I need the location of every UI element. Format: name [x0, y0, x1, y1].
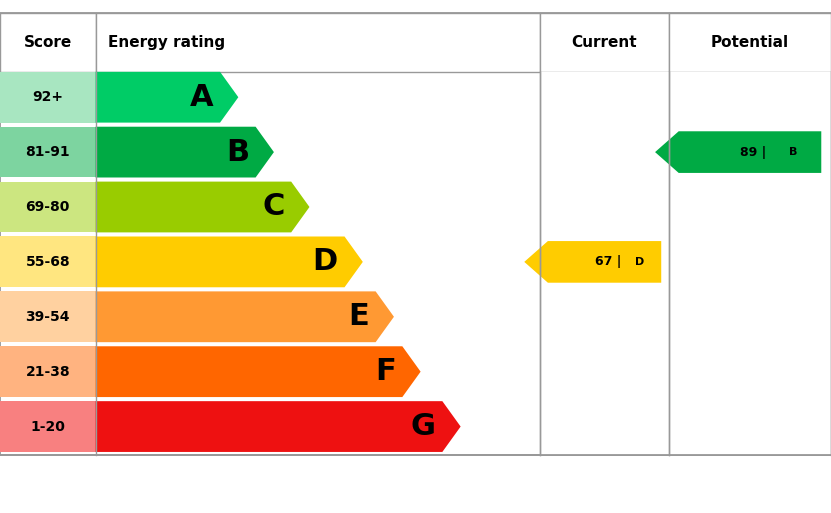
Bar: [0, 72, 96, 123]
Bar: [540, 13, 669, 72]
Text: 69-80: 69-80: [26, 200, 70, 214]
Text: D: D: [635, 257, 645, 267]
Bar: [0, 236, 96, 287]
Text: 89 |: 89 |: [740, 146, 767, 159]
Text: F: F: [375, 357, 396, 386]
Polygon shape: [96, 72, 238, 123]
Bar: [540, 72, 669, 455]
Bar: [0, 182, 96, 232]
Text: C: C: [262, 192, 284, 222]
Polygon shape: [655, 131, 821, 173]
Polygon shape: [96, 346, 420, 397]
Text: 21-38: 21-38: [26, 365, 70, 379]
Text: 1-20: 1-20: [31, 420, 65, 433]
Text: A: A: [189, 83, 214, 112]
Polygon shape: [96, 182, 309, 232]
Bar: [0, 127, 96, 177]
Polygon shape: [96, 291, 394, 342]
Bar: [96, 13, 540, 72]
Bar: [0, 13, 831, 455]
Text: 39-54: 39-54: [26, 310, 70, 324]
Text: 55-68: 55-68: [26, 255, 70, 269]
Bar: [0, 401, 96, 452]
Polygon shape: [524, 241, 661, 283]
Text: D: D: [312, 247, 338, 277]
Text: E: E: [348, 302, 369, 331]
Bar: [0, 291, 96, 342]
Text: Current: Current: [572, 35, 637, 50]
Text: Score: Score: [23, 35, 72, 50]
Bar: [669, 72, 831, 455]
Polygon shape: [96, 236, 363, 287]
Text: G: G: [411, 412, 435, 441]
Text: Potential: Potential: [711, 35, 789, 50]
Text: 67 |: 67 |: [595, 255, 622, 268]
Bar: [0, 13, 96, 72]
Text: B: B: [789, 147, 798, 157]
Bar: [0, 346, 96, 397]
Text: B: B: [226, 137, 249, 167]
Text: Energy rating: Energy rating: [108, 35, 225, 50]
Text: 81-91: 81-91: [26, 145, 70, 159]
Polygon shape: [96, 127, 274, 177]
Bar: [669, 13, 831, 72]
Text: 92+: 92+: [32, 90, 63, 104]
Polygon shape: [96, 401, 460, 452]
